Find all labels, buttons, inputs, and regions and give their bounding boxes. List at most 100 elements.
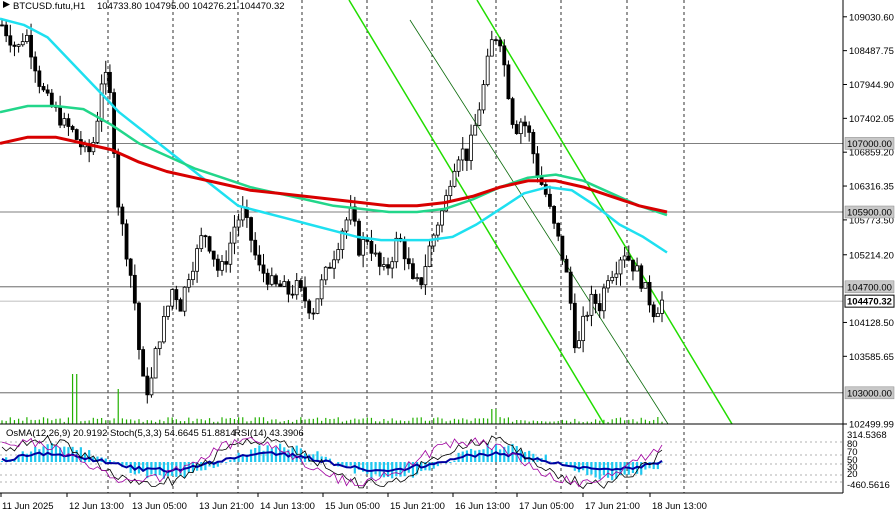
candle-body [49,92,54,107]
candle-body [290,293,295,296]
candle-body [112,92,116,154]
candle-body [170,289,175,307]
candle-body [328,266,332,269]
candle-body [635,265,639,272]
candle-body [606,280,610,289]
candle-body [589,293,594,316]
osma-label: OsMA(12,26,9) 20.9192 [6,428,107,439]
price-tick-label: 105214.20 [849,250,894,261]
candle-body [423,266,428,286]
candle-body [639,265,644,289]
candle-body [527,125,532,133]
oscillator-level-label: 20 [847,469,858,480]
candle-body [427,245,432,268]
candle-body [352,206,357,222]
candle-body [253,239,258,256]
symbol-arrow-icon [3,1,10,8]
price-axis: 109030.60 108487.75 107944.90 107402.05 1068… [843,12,895,431]
candle-body [174,289,179,301]
candle-body [552,206,556,224]
candle-body [323,266,328,281]
candle-body [489,39,494,57]
candle-body [568,271,573,304]
grid-layer [107,0,685,493]
candle-body [161,316,166,343]
candle-body [207,236,212,252]
candle-body [469,134,473,161]
osma-axis-label: -460.5616 [847,480,890,491]
candle-body [4,24,9,37]
candle-body [448,185,453,197]
candle-body [157,341,162,349]
candle-body [203,235,208,238]
candle-body [224,261,229,265]
candle-body [137,302,141,350]
candle-body [336,249,341,261]
current-price-box [844,294,895,308]
price-tick-label: 108487.75 [849,46,894,57]
candle-body [0,24,4,27]
oscillator-lines [1,434,663,490]
stoch-label: Stoch(5,3,3) 54.6645 51.8814 [110,428,236,439]
candle-body [597,303,602,312]
candle-body [307,300,312,314]
candle-body [149,377,154,396]
candle-body [531,131,536,155]
candle-body [622,255,627,261]
price-level-label: 105900.00 [847,207,892,218]
candle-body [647,281,652,306]
channel-mid-line[interactable] [409,19,669,425]
stoch-main-line [1,434,663,490]
candle-body [145,375,150,396]
candle-body [381,264,386,267]
price-level-label: 107000.00 [847,139,892,150]
candle-body [510,98,515,125]
candle-body [124,223,129,260]
candle-body [502,45,507,66]
candle-body [178,299,183,312]
time-axis: 11 Jun 2025 12 Jun 13:00 13 Jun 05:00 13 Ju… [0,493,707,512]
candle-body [614,273,619,278]
moving-average-fast [0,17,668,254]
candle-body [236,219,241,228]
candle-body [191,270,195,281]
candle-body [581,315,586,342]
candle-body [465,148,469,161]
price-tick-label: 104128.50 [849,318,894,329]
time-tick-label: 13 Jun 05:00 [132,501,187,512]
candle-body [103,71,108,85]
candle-body [298,280,303,288]
time-tick-label: 18 Jun 13:00 [652,501,707,512]
candle-body [220,261,224,271]
candle-body [311,312,316,315]
candle-body [473,124,478,136]
candle-body [41,86,46,91]
time-tick-label: 15 Jun 21:00 [390,501,445,512]
candle-body [315,298,320,314]
moving-average-lines [0,17,668,254]
candle-body [406,258,411,265]
candle-body [319,279,324,300]
price-tick-label: 105773.50 [849,215,894,226]
candle-body [37,70,42,87]
candle-body [74,129,79,140]
candle-body [365,239,370,242]
candle-body [12,44,17,47]
price-level-box [844,205,895,219]
candle-body [618,259,623,275]
candle-body [153,348,158,379]
channel-lower-line[interactable] [348,0,605,425]
candle-body [95,120,100,143]
candle-body [249,217,253,241]
candle-body [415,277,419,280]
time-tick-label: 15 Jun 05:00 [325,501,380,512]
candle-body [282,281,287,287]
candle-body [344,219,349,232]
candle-body [199,235,204,250]
oscillator-level-label: 70 [847,447,858,458]
price-tick-label: 109030.60 [849,12,894,23]
candle-body [99,83,104,122]
price-level-box [844,386,895,400]
